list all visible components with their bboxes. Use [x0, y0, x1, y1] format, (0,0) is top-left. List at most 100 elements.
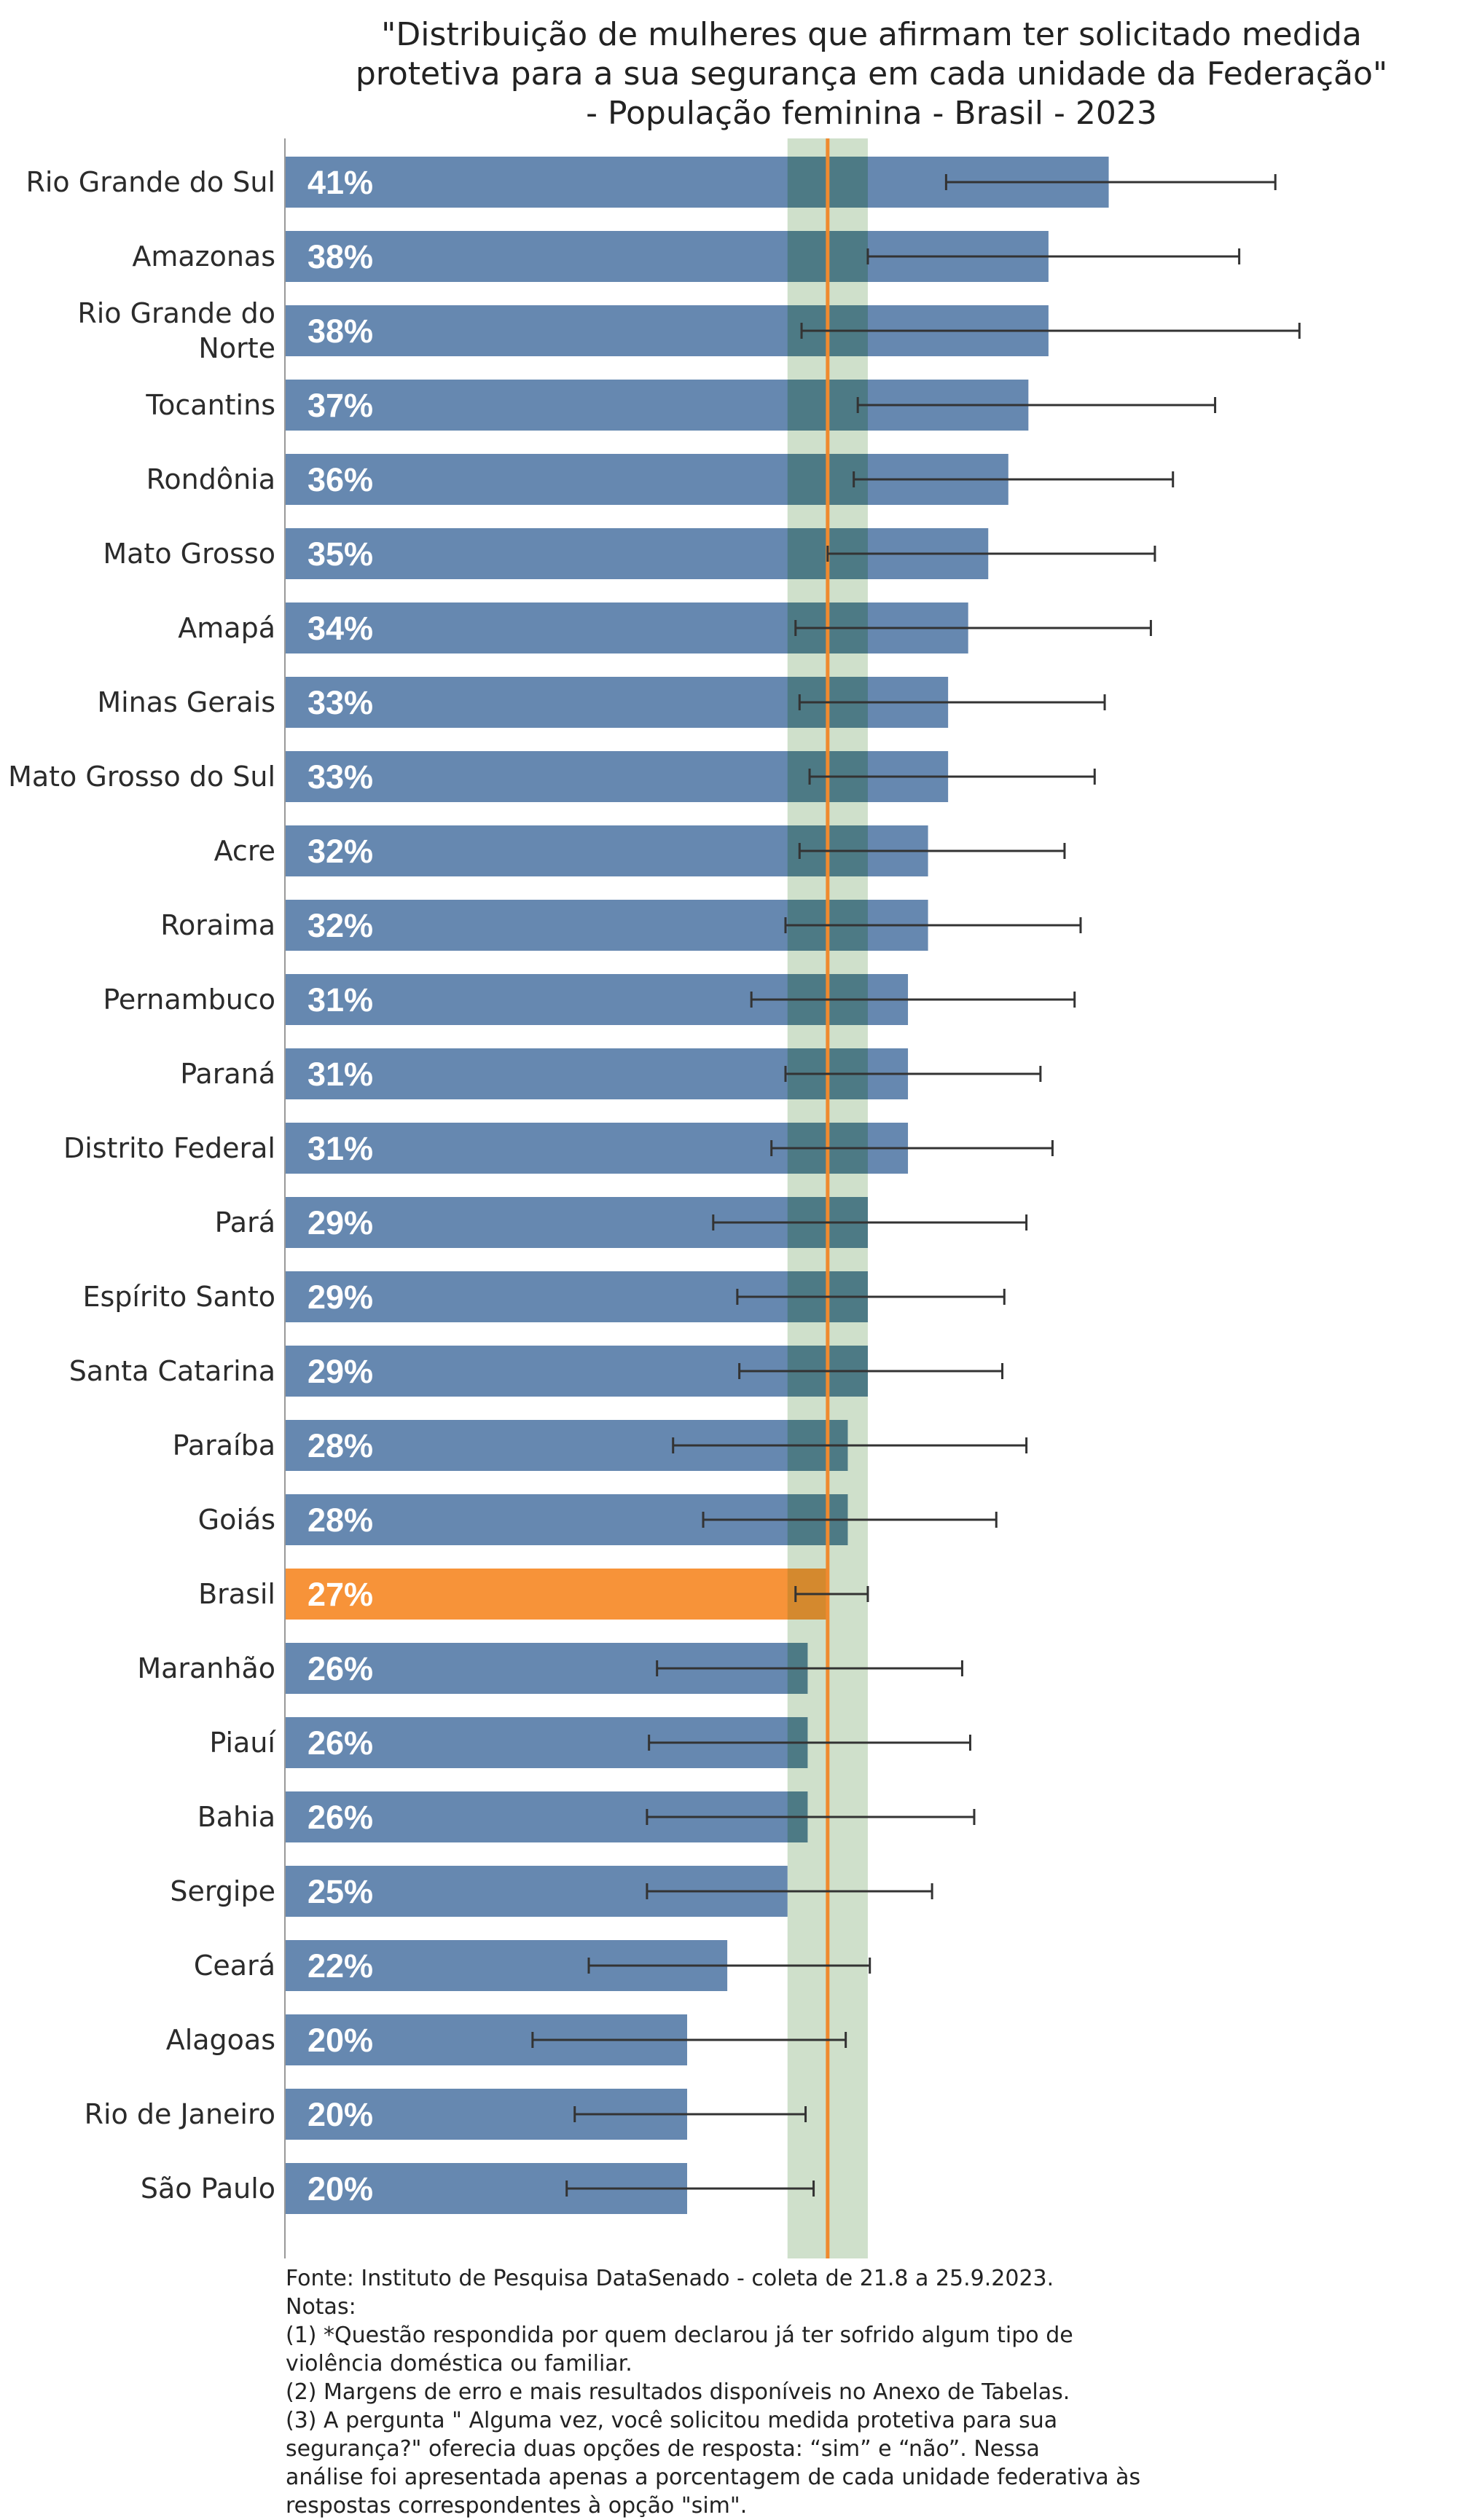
error-bars-layer — [531, 174, 1301, 2197]
error-bar — [672, 1437, 1028, 1453]
error-bar — [646, 1883, 933, 1899]
category-label: Mato Grosso — [103, 538, 275, 570]
data-label: 28% — [307, 1427, 373, 1464]
error-bar — [784, 1066, 1042, 1082]
category-label: Rio de Janeiro — [85, 2098, 275, 2130]
error-bar — [565, 2181, 815, 2197]
category-label: Sergipe — [170, 1875, 275, 1907]
category-label: Brasil — [198, 1578, 275, 1610]
category-label: Espírito Santo — [82, 1281, 275, 1313]
error-bar — [750, 992, 1076, 1008]
data-label: 26% — [307, 1799, 373, 1836]
chart-title: "Distribuição de mulheres que afirmam te… — [356, 16, 1387, 132]
category-label: Acre — [214, 835, 275, 867]
category-label: Rio Grande do Sul — [26, 166, 275, 198]
note-line: análise foi apresentada apenas a porcent… — [286, 2465, 1141, 2490]
labels-layer: 41% Rio Grande do Sul 38% Amazonas 38% Rio Gr… — [8, 164, 373, 2207]
error-bar — [736, 1289, 1006, 1305]
note-line: respostas correspondentes à opção "sim". — [286, 2493, 748, 2519]
category-label: São Paulo — [141, 2172, 275, 2205]
data-label: 31% — [307, 1130, 373, 1167]
data-label: 26% — [307, 1650, 373, 1687]
category-label: Amapá — [178, 612, 275, 644]
data-label: 32% — [307, 907, 373, 944]
data-label: 26% — [307, 1724, 373, 1762]
error-bar — [784, 917, 1082, 933]
error-bar — [656, 1660, 963, 1676]
note-line: violência doméstica ou familiar. — [286, 2351, 632, 2376]
note-line: Notas: — [286, 2294, 356, 2320]
chart-title-line: "Distribuição de mulheres que afirmam te… — [381, 16, 1362, 53]
note-line: (3) A pergunta " Alguma vez, você solici… — [286, 2408, 1058, 2433]
data-label: 20% — [307, 2022, 373, 2059]
category-label: Pará — [215, 1206, 275, 1239]
error-bar — [826, 546, 1156, 562]
error-bar — [808, 769, 1096, 785]
category-label: Goiás — [198, 1504, 275, 1536]
data-label: 36% — [307, 461, 373, 498]
category-label: Amazonas — [132, 240, 275, 272]
category-label: Santa Catarina — [69, 1355, 275, 1387]
data-label: 22% — [307, 1947, 373, 1985]
chart-title-line: protetiva para a sua segurança em cada u… — [356, 55, 1387, 93]
data-label: 20% — [307, 2096, 373, 2133]
data-label: 35% — [307, 535, 373, 573]
data-label: 29% — [307, 1204, 373, 1241]
note-line: segurança?" oferecia duas opções de resp… — [286, 2436, 1040, 2462]
error-bar — [798, 694, 1106, 710]
data-label: 34% — [307, 610, 373, 647]
data-label: 33% — [307, 684, 373, 721]
category-label: Piauí — [209, 1727, 276, 1759]
data-label: 25% — [307, 1873, 373, 1910]
chart-title-line: - População feminina - Brasil - 2023 — [586, 95, 1157, 132]
error-bar — [794, 1586, 869, 1602]
error-bar — [800, 323, 1301, 339]
error-bar — [531, 2032, 847, 2048]
error-bar — [770, 1140, 1054, 1156]
data-label: 29% — [307, 1353, 373, 1390]
error-bar — [798, 843, 1066, 859]
note-line: (1) *Questão respondida por quem declaro… — [286, 2323, 1073, 2348]
error-bar — [712, 1214, 1028, 1230]
category-label: Bahia — [197, 1801, 275, 1833]
data-label: 32% — [307, 833, 373, 870]
category-label: Distrito Federal — [63, 1132, 275, 1164]
error-bar — [702, 1512, 998, 1528]
category-label: Rondônia — [146, 463, 275, 495]
category-label: Paraíba — [173, 1429, 275, 1461]
error-bar — [856, 397, 1217, 413]
category-label: Pernambuco — [103, 984, 275, 1016]
error-bar — [866, 248, 1241, 264]
data-label: 28% — [307, 1502, 373, 1539]
data-label: 31% — [307, 1056, 373, 1093]
error-bar — [944, 174, 1277, 190]
error-bar — [646, 1809, 976, 1825]
data-label: 33% — [307, 758, 373, 796]
category-label: Rio Grande do — [77, 297, 275, 329]
data-label: 20% — [307, 2170, 373, 2207]
category-label: Paraná — [180, 1058, 275, 1090]
data-label: 27% — [307, 1576, 373, 1613]
category-label: Norte — [198, 332, 275, 364]
category-label: Alagoas — [166, 2024, 275, 2056]
source-notes: Fonte: Instituto de Pesquisa DataSenado … — [286, 2264, 1452, 2520]
error-bar — [648, 1735, 971, 1751]
data-label: 29% — [307, 1279, 373, 1316]
data-label: 31% — [307, 981, 373, 1018]
data-label: 38% — [307, 313, 373, 350]
category-label: Maranhão — [137, 1652, 275, 1684]
category-label: Ceará — [194, 1950, 275, 1982]
error-bar — [738, 1363, 1004, 1379]
error-bar — [573, 2106, 807, 2122]
bars-layer — [286, 157, 1109, 2214]
error-bar — [587, 1958, 871, 1974]
category-label: Tocantins — [145, 389, 275, 421]
category-label: Minas Gerais — [97, 686, 275, 718]
note-line: Fonte: Instituto de Pesquisa DataSenado … — [286, 2266, 1054, 2291]
bar-highlight — [286, 1569, 828, 1620]
data-label: 38% — [307, 238, 373, 275]
error-bar — [853, 471, 1175, 487]
note-line: (2) Margens de erro e mais resultados di… — [286, 2379, 1070, 2405]
error-bar — [794, 620, 1152, 636]
